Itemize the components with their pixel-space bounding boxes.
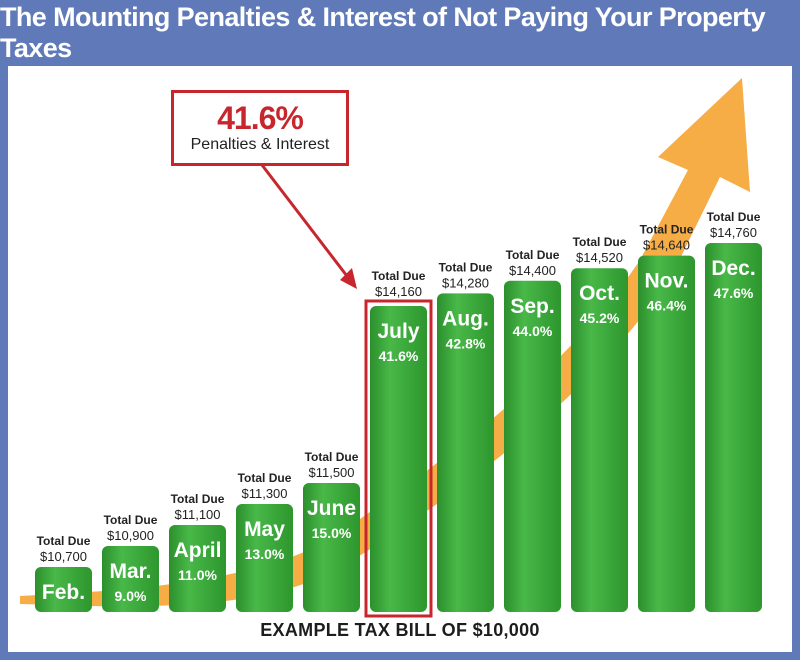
callout-pointer-line (260, 164, 352, 281)
bar-value-label: 15.0% (312, 525, 352, 541)
total-due-label: Total Due (37, 534, 91, 548)
bar-value-label: 46.4% (647, 298, 687, 314)
bar-value-label: 13.0% (245, 546, 285, 562)
total-due-value: $14,160 (375, 284, 422, 299)
bar-value-label: 44.0% (513, 323, 553, 339)
bar-dec (705, 243, 762, 612)
callout-pointer-head (340, 268, 357, 289)
bar-month-label: Nov. (645, 270, 689, 293)
total-due-value: $14,640 (643, 238, 690, 253)
total-due-value: $14,520 (576, 250, 623, 265)
bar-value-label: 42.8% (446, 335, 486, 351)
bar-value-label: 9.0% (115, 588, 147, 604)
total-due-value: $10,700 (40, 549, 87, 564)
bar-sep (504, 280, 561, 612)
bar-may (236, 504, 293, 612)
bar-oct (571, 268, 628, 612)
bar-mar (102, 546, 159, 612)
bar-month-label: Feb. (42, 581, 85, 604)
bar-aug (437, 293, 494, 612)
bar-april (169, 525, 226, 612)
callout-box: 41.6% Penalties & Interest (171, 90, 349, 166)
total-due-value: $11,100 (174, 507, 220, 522)
total-due-value: $14,400 (509, 263, 556, 278)
bar-month-label: Sep. (510, 295, 554, 318)
chart-title: The Mounting Penalties & Interest of Not… (0, 2, 766, 63)
bar-value-label: 7.0% (48, 609, 80, 625)
bar-value-label: 45.2% (580, 310, 620, 326)
total-due-label: Total Due (104, 513, 158, 527)
bar-nov (638, 255, 695, 612)
total-due-value: $11,500 (308, 465, 354, 480)
bar-value-label: 47.6% (714, 285, 754, 301)
total-due-value: $10,900 (107, 528, 154, 543)
bar-month-label: Aug. (442, 307, 489, 330)
bar-highlight-frame (364, 299, 433, 618)
bars: Feb. 7.0% Mar. 9.0% April 11.0% May 13.0% June 15… (35, 243, 762, 625)
total-due-label: Total Due (506, 248, 560, 262)
total-due-value: $14,280 (442, 275, 489, 290)
bar-value-label: 11.0% (178, 567, 217, 583)
total-due-label: Total Due (640, 223, 694, 237)
bar-feb (35, 567, 92, 612)
bar-month-label: May (244, 518, 285, 541)
bar-june (303, 483, 360, 612)
callout-label: Penalties & Interest (190, 136, 330, 153)
total-due-label: Total Due (439, 260, 493, 274)
bar-month-label: Oct. (579, 282, 620, 305)
bar-month-label: Mar. (109, 560, 151, 583)
bar-value-label: 41.6% (379, 348, 419, 364)
total-due-label: Total Due (573, 235, 627, 249)
bar-month-label: April (174, 539, 222, 562)
total-due-label: Total Due (305, 450, 359, 464)
bar-month-label: July (377, 320, 419, 343)
total-due-label: Total Due (372, 269, 426, 283)
total-due-label: Total Due (707, 210, 761, 224)
bar-month-label: June (307, 497, 356, 520)
total-due-value: $14,760 (710, 225, 757, 240)
total-due-label: Total Due (238, 471, 292, 485)
chart-footer: EXAMPLE TAX BILL OF $10,000 (260, 620, 540, 640)
bar-month-label: Dec. (711, 257, 755, 280)
total-due-label: Total Due (171, 492, 225, 506)
bar-july (370, 306, 427, 612)
callout-percent: 41.6% (217, 100, 304, 136)
callout-pointer (260, 164, 357, 289)
total-due-value: $11,300 (241, 486, 287, 501)
